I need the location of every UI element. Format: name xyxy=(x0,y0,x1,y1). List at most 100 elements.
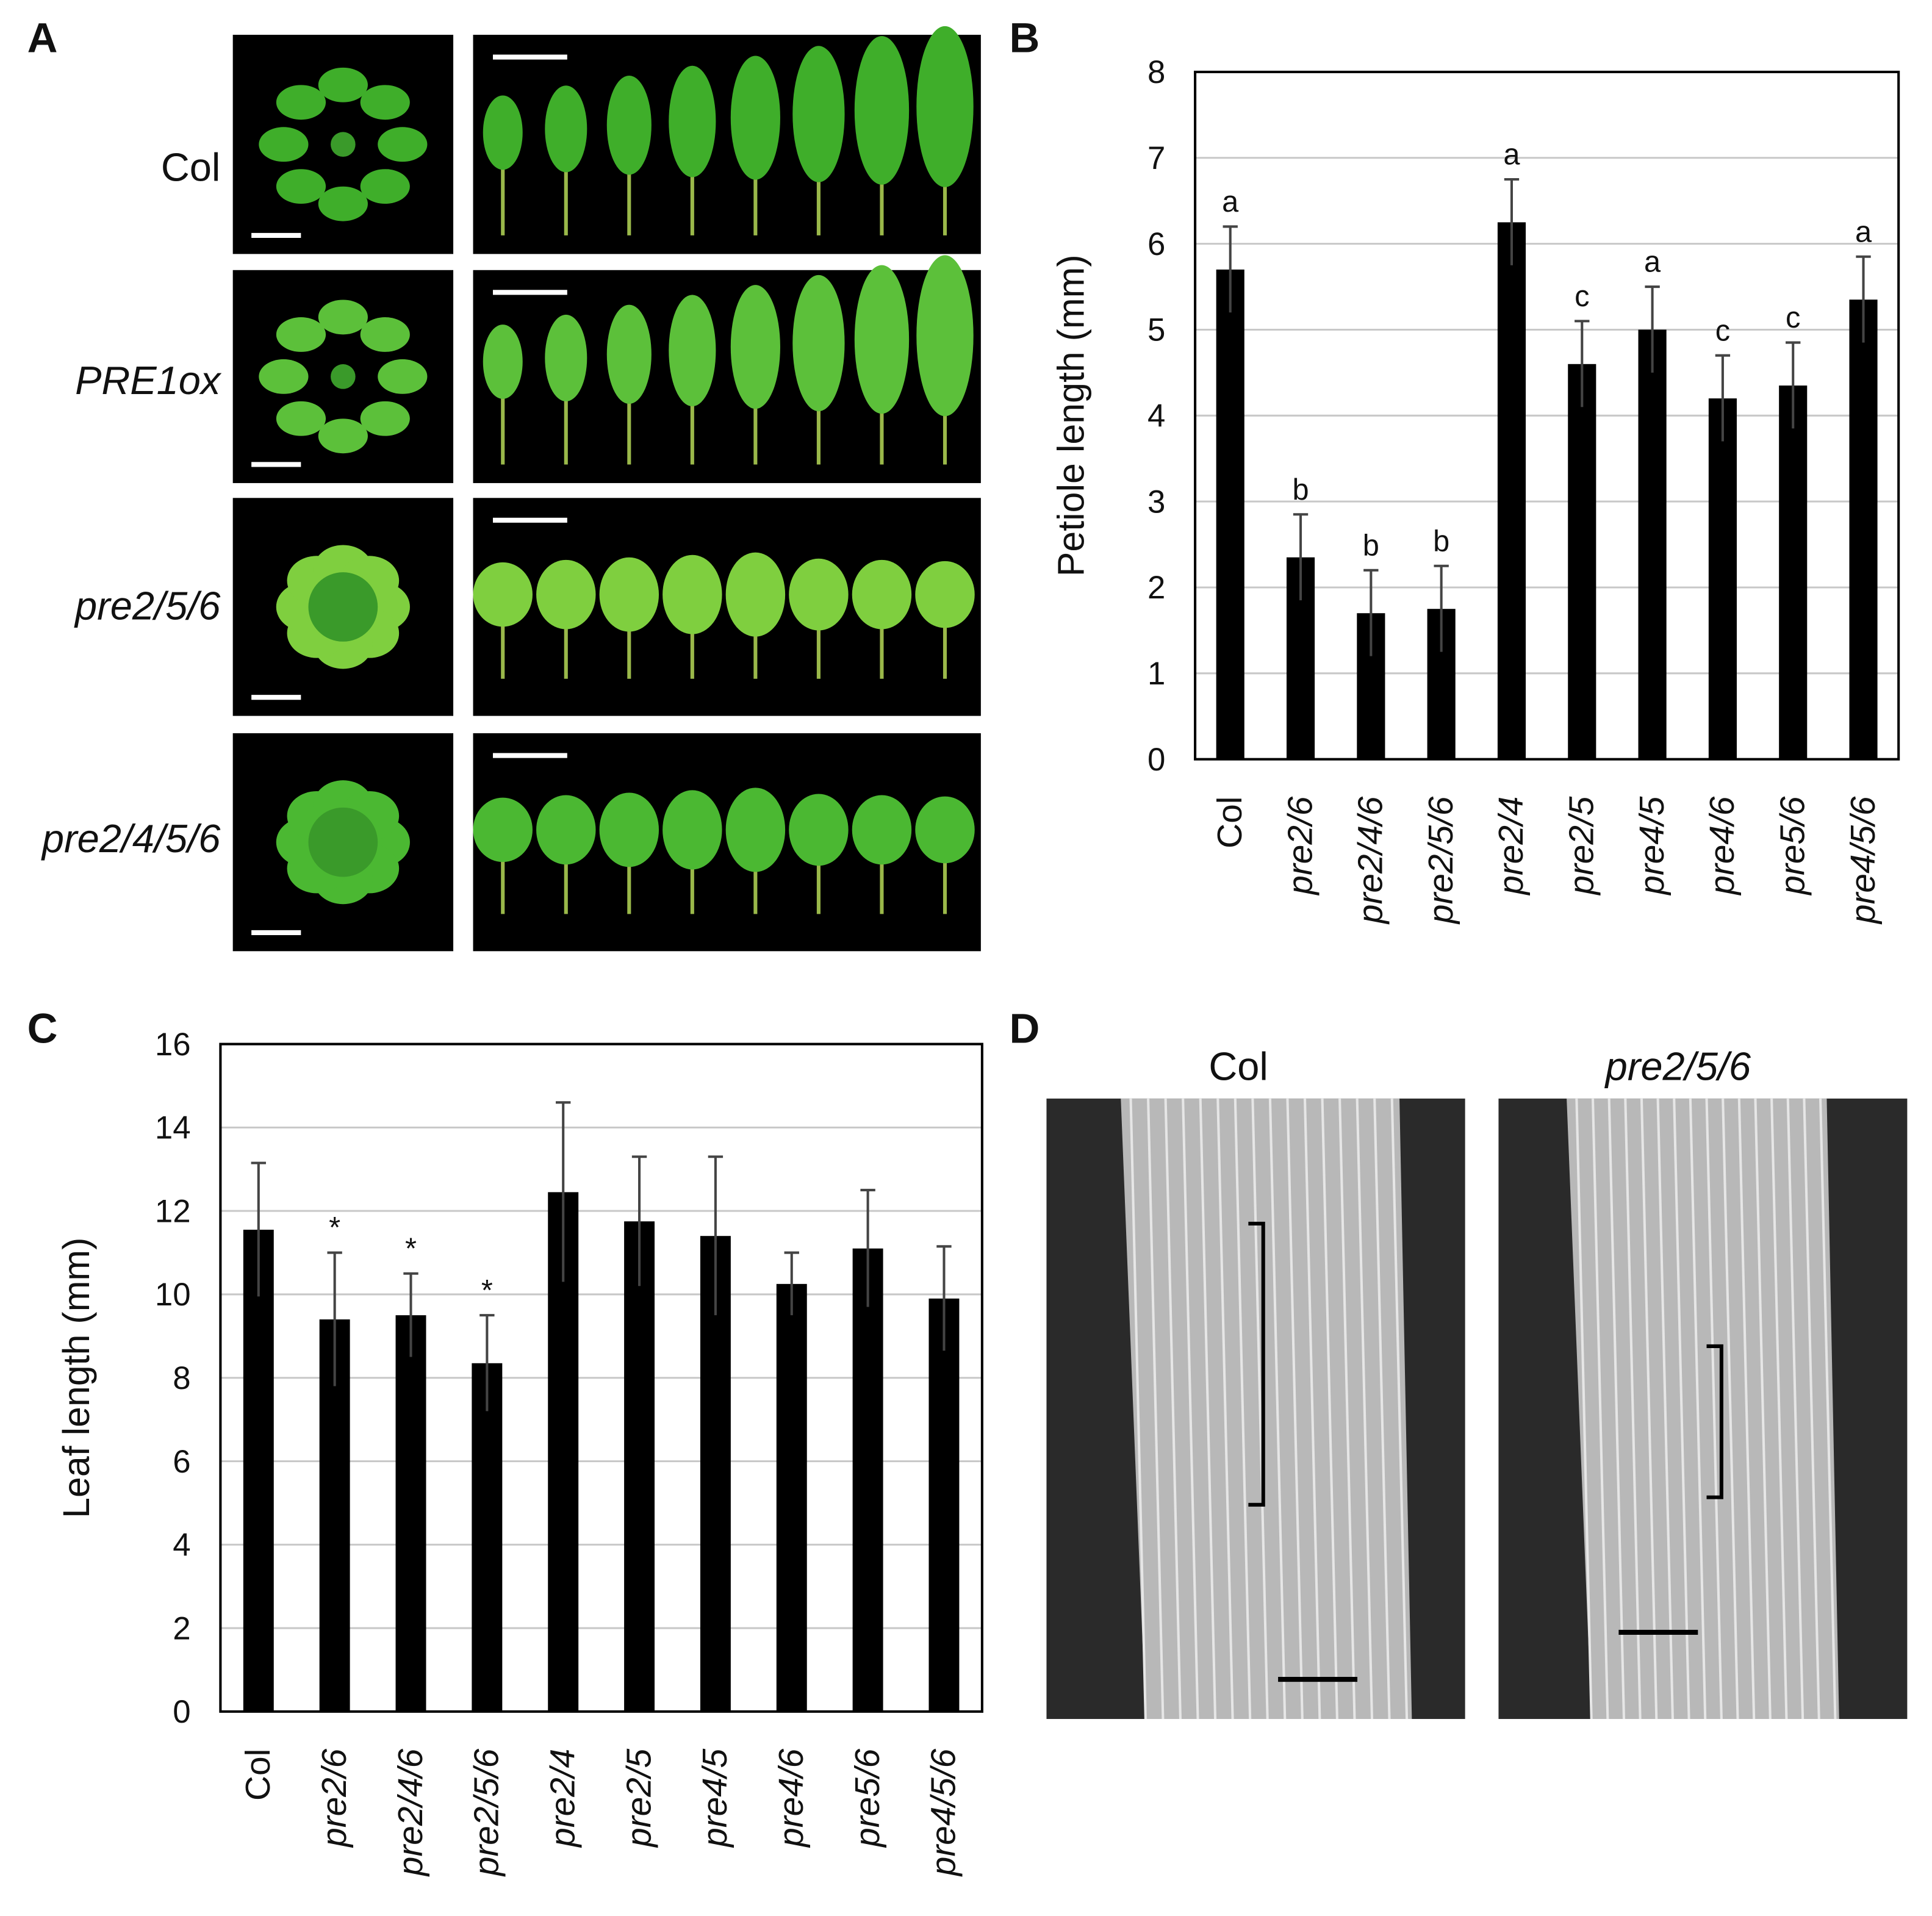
error-bar xyxy=(1645,285,1660,373)
cell-file xyxy=(1268,1098,1287,1720)
leaf xyxy=(599,557,659,632)
leaf xyxy=(854,265,910,414)
cell-file xyxy=(1338,1098,1356,1720)
leaf xyxy=(599,792,659,867)
rosette-leaf xyxy=(360,317,410,352)
cell-file xyxy=(1199,1098,1217,1720)
y-tick-label: 2 xyxy=(173,1610,190,1646)
cell-file xyxy=(1591,1098,1609,1720)
significance-label: b xyxy=(1433,525,1449,558)
panel-letter: B xyxy=(1010,14,1040,61)
x-tick-label: pre2/4/6 xyxy=(1352,796,1390,925)
leaf xyxy=(663,790,722,870)
leaf xyxy=(725,552,786,637)
x-tick-label: pre4/5 xyxy=(1633,796,1672,896)
y-tick-label: 8 xyxy=(173,1360,190,1396)
rosette-leaf xyxy=(276,401,326,436)
cell-file xyxy=(1722,1098,1739,1720)
y-tick-label: 2 xyxy=(1147,570,1165,606)
leaf xyxy=(916,255,974,417)
leaf xyxy=(916,26,974,187)
leaf xyxy=(663,554,722,634)
cell-file xyxy=(1624,1098,1642,1720)
cell-file xyxy=(1356,1098,1374,1720)
rosette-center xyxy=(308,572,378,642)
significance-label: b xyxy=(1292,473,1309,506)
bar xyxy=(624,1221,655,1712)
plot-frame xyxy=(219,1042,983,1713)
bar xyxy=(1568,364,1596,759)
x-tick-label: pre2/6 xyxy=(1281,796,1320,896)
leaf xyxy=(483,95,523,170)
leaf xyxy=(483,325,523,399)
y-axis-label: Petiole length (mm) xyxy=(1050,254,1091,576)
y-tick-label: 0 xyxy=(1147,742,1165,778)
x-tick-label: pre2/5 xyxy=(1563,796,1601,896)
rosette-leaf xyxy=(276,85,326,120)
rosette-leaf xyxy=(276,169,326,204)
leaf xyxy=(915,796,975,864)
y-tick-label: 14 xyxy=(155,1110,191,1146)
rosette-leaf xyxy=(318,418,368,454)
leaf xyxy=(473,797,533,863)
cell-bracket xyxy=(1248,1221,1265,1507)
x-tick-label: pre4/6 xyxy=(772,1748,811,1848)
x-tick-label: pre2/4 xyxy=(1492,797,1531,896)
cell-file xyxy=(1607,1098,1626,1720)
error-bar xyxy=(479,1314,495,1412)
leaf xyxy=(792,274,845,412)
error-bar xyxy=(1715,354,1731,442)
error-bar xyxy=(708,1155,724,1316)
panel-letter: A xyxy=(27,14,58,61)
y-tick-label: 1 xyxy=(1147,656,1165,692)
leaf xyxy=(792,46,845,182)
cell-file xyxy=(1656,1098,1674,1720)
row-label: PRE1ox xyxy=(75,358,222,403)
cell-file xyxy=(1147,1098,1165,1720)
y-tick-label: 4 xyxy=(1147,398,1165,434)
bar xyxy=(776,1283,807,1712)
error-bar xyxy=(1786,341,1801,429)
cell-file xyxy=(1803,1098,1820,1720)
y-tick-label: 6 xyxy=(173,1444,190,1480)
bar xyxy=(1216,269,1244,759)
leaf xyxy=(545,85,587,173)
leaf xyxy=(789,558,849,631)
significance-label: * xyxy=(329,1211,340,1244)
cell-file xyxy=(1390,1098,1409,1720)
cell-file xyxy=(1129,1098,1147,1720)
petiole-surface xyxy=(1567,1098,1839,1720)
cell-file xyxy=(1673,1098,1690,1720)
rosette-leaf xyxy=(259,127,309,162)
rosette-leaf xyxy=(318,300,368,335)
significance-label: a xyxy=(1855,215,1872,248)
y-tick-label: 3 xyxy=(1147,484,1165,520)
x-tick-label: pre2/4/6 xyxy=(392,1748,430,1877)
x-tick-label: pre4/6 xyxy=(1703,796,1742,896)
cell-file xyxy=(1216,1098,1234,1720)
x-tick-label: Col xyxy=(1211,797,1249,849)
error-bar xyxy=(860,1188,875,1307)
error-bar xyxy=(251,1161,266,1297)
y-tick-label: 10 xyxy=(155,1277,191,1313)
rosette-leaf xyxy=(360,401,410,436)
leaf xyxy=(606,304,652,404)
cell-file xyxy=(1164,1098,1182,1720)
cell-file xyxy=(1770,1098,1788,1720)
leaf xyxy=(669,65,716,178)
photo-layer xyxy=(232,26,1908,1720)
cell-file xyxy=(1251,1098,1269,1720)
cell-file xyxy=(1754,1098,1772,1720)
bar xyxy=(1638,329,1667,759)
leaf xyxy=(852,559,912,630)
rosette-leaf xyxy=(378,127,428,162)
x-tick-label: Col xyxy=(239,1749,278,1801)
leaf xyxy=(545,314,587,401)
cell-file xyxy=(1689,1098,1707,1720)
x-tick-label: pre4/5/6 xyxy=(1844,796,1883,925)
bar xyxy=(395,1315,426,1712)
cell-file xyxy=(1575,1098,1593,1720)
leaf xyxy=(852,795,912,865)
error-bar xyxy=(1293,513,1309,601)
